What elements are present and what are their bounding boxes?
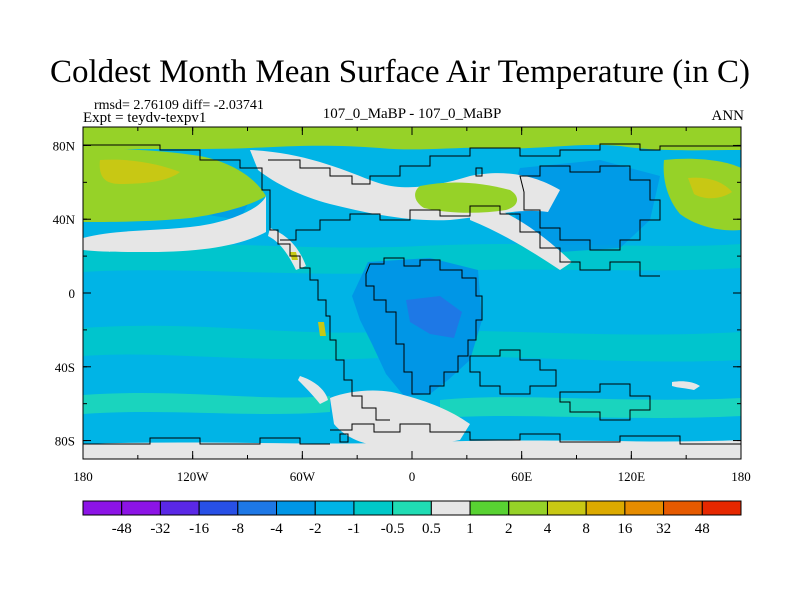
colorbar-swatch	[276, 500, 316, 516]
comparison-label: 107_0_MaBP - 107_0_MaBP	[322, 106, 502, 122]
warm-band-north	[83, 243, 741, 274]
neutral-patch-southeast	[672, 381, 700, 390]
colorbar	[82, 500, 742, 516]
colorbar-label: 0.5	[422, 521, 441, 537]
axis-ticks	[82, 127, 742, 459]
season-label: ANN	[711, 108, 745, 124]
lat-tick-label: 40N	[53, 212, 76, 227]
stats-line: rmsd= 2.76109 diff= -2.03741	[94, 98, 264, 113]
colorbar-swatch	[159, 500, 200, 516]
coldest-patch-south-continent	[406, 296, 462, 338]
colorbar-swatch	[663, 500, 703, 516]
map-title: Coldest Month Mean Surface Air Temperatu…	[50, 54, 750, 90]
colorbar-label: 4	[544, 521, 552, 537]
longitude-labels: 180 120W 60W 0 60E 120E 180	[73, 469, 751, 484]
antarctic-outline	[330, 423, 741, 445]
lon-tick-label: 120E	[618, 469, 646, 484]
colorbar-label: -32	[150, 521, 170, 537]
colorbar-swatch	[469, 500, 510, 516]
colorbar-swatch	[508, 500, 548, 516]
colorbar-swatch	[82, 500, 123, 516]
lon-tick-label: 180	[731, 469, 751, 484]
colorbar-label: -8	[232, 521, 245, 537]
colorbar-label: -4	[270, 521, 283, 537]
colorbar-swatch	[237, 500, 278, 516]
colorbar-label: -48	[112, 521, 132, 537]
small-island-north	[475, 167, 483, 177]
cold-region-east-continent	[510, 160, 660, 252]
small-island-south	[339, 433, 349, 443]
lon-tick-label: 0	[409, 469, 416, 484]
warm-spot-coast	[318, 322, 326, 336]
warm-region-north-central	[415, 182, 518, 213]
north-continent-outline	[268, 143, 741, 185]
lon-tick-label: 180	[73, 469, 93, 484]
colorbar-labels: -48 -32 -16 -8 -4 -2 -1 -0.5 0.5 1 2 4 8 16 32 48	[112, 521, 710, 537]
mid-continent-outline	[280, 205, 660, 277]
colorbar-label: -2	[309, 521, 322, 537]
east-continent-outline	[519, 165, 661, 251]
colorbar-label: -1	[348, 521, 361, 537]
south-island-outline	[559, 383, 651, 421]
cold-region-south-continent	[352, 258, 482, 396]
colorbar-swatch	[314, 500, 355, 516]
colorbar-label: -0.5	[381, 521, 405, 537]
colorbar-swatch	[624, 500, 665, 516]
neutral-streak-east	[470, 200, 572, 270]
antarctic-outline-west	[83, 437, 330, 445]
lon-tick-label: 60W	[290, 469, 316, 484]
colorbar-label: -16	[189, 521, 209, 537]
warmest-patch-northwest	[99, 159, 180, 184]
warm-region-arctic	[83, 127, 741, 151]
lon-tick-label: 120W	[177, 469, 210, 484]
lat-tick-label: 80S	[55, 434, 75, 449]
colorbar-swatch	[121, 500, 161, 516]
colorbar-swatch	[585, 500, 626, 516]
lon-tick-label: 60E	[511, 469, 532, 484]
neutral-region-south	[330, 390, 470, 447]
neutral-region-northwest	[83, 196, 266, 252]
experiment-line: Expt = teydv-texpv1	[83, 110, 207, 126]
colorbar-swatch	[198, 500, 239, 516]
southern-ocean-band-east	[440, 397, 741, 418]
colorbar-swatch	[546, 500, 587, 516]
colorbar-swatch	[701, 500, 742, 516]
colorbar-label: 1	[466, 521, 474, 537]
neutral-patch-south-west	[298, 376, 328, 404]
southeast-island-outline	[469, 349, 557, 395]
lat-tick-label: 80N	[53, 138, 76, 153]
latitude-labels: 80N 40N 0 40S 80S	[53, 138, 76, 448]
warmest-patch-northeast	[688, 177, 732, 199]
neutral-region-antarctic-edge	[83, 440, 741, 459]
colorbar-label: 2	[505, 521, 513, 537]
west-continent-outline	[83, 144, 390, 421]
south-continent-outline	[365, 257, 483, 395]
lat-tick-label: 0	[69, 286, 76, 301]
colorbar-swatch	[430, 500, 471, 516]
colorbar-label: 16	[617, 521, 633, 537]
colorbar-label: 32	[656, 521, 671, 537]
lat-tick-label: 40S	[55, 360, 75, 375]
southern-ocean-band-west	[83, 392, 330, 414]
colorbar-swatch	[353, 500, 394, 516]
colorbar-label: 48	[695, 521, 710, 537]
land-outlines	[83, 143, 741, 445]
colorbar-swatch	[392, 500, 432, 516]
colorbar-label: 8	[582, 521, 590, 537]
temperature-field	[83, 127, 741, 459]
